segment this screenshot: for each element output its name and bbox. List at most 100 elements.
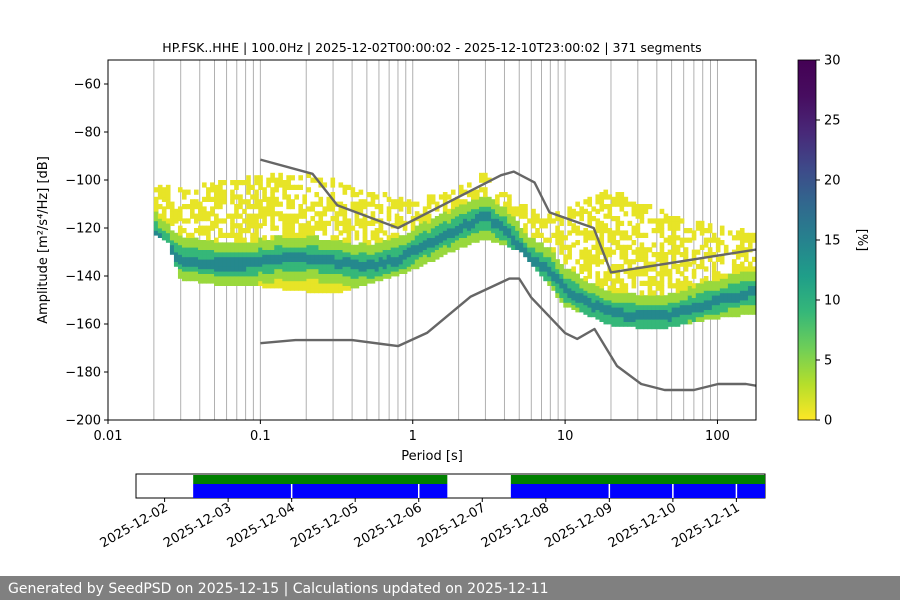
density-cell <box>258 242 263 248</box>
density-cell <box>378 276 384 282</box>
density-cell <box>543 237 548 243</box>
density-cell <box>735 235 741 241</box>
density-cell <box>222 189 227 195</box>
density-cell <box>603 271 609 277</box>
density-cell <box>551 266 556 272</box>
density-cell <box>266 196 271 202</box>
density-cell <box>727 297 733 303</box>
density-cell <box>643 324 649 330</box>
density-cell <box>185 218 191 224</box>
density-cell <box>198 268 203 274</box>
density-cell <box>659 290 665 296</box>
density-cell <box>571 304 576 310</box>
density-cell <box>727 278 733 284</box>
density-cell <box>238 232 243 238</box>
density-cell <box>587 283 593 289</box>
density-cell <box>382 259 388 265</box>
density-cell <box>314 201 320 207</box>
density-cell <box>563 254 568 260</box>
density-cell <box>358 266 364 272</box>
density-cell <box>555 292 560 298</box>
density-cell <box>322 283 328 289</box>
density-cell <box>539 218 544 224</box>
density-cell <box>354 206 360 212</box>
density-cell <box>446 237 452 243</box>
density-cell <box>719 297 725 303</box>
density-cell <box>286 252 291 258</box>
density-cell <box>523 232 528 238</box>
density-cell <box>571 300 576 306</box>
density-cell <box>567 249 572 255</box>
density-cell <box>278 216 283 222</box>
density-cell <box>398 259 404 265</box>
density-cell <box>567 244 572 250</box>
density-cell <box>306 172 312 178</box>
density-cell <box>663 300 669 306</box>
density-cell <box>238 266 243 272</box>
density-cell <box>234 280 239 286</box>
density-cell <box>495 232 500 238</box>
density-cell <box>290 285 295 291</box>
density-cell <box>635 204 641 210</box>
density-cell <box>731 302 737 308</box>
density-cell <box>278 235 283 241</box>
density-cell <box>410 240 416 246</box>
density-cell <box>475 228 480 234</box>
density-cell <box>579 292 584 298</box>
density-cell <box>386 254 392 260</box>
density-cell <box>342 280 348 286</box>
density-cell <box>507 242 512 248</box>
density-cell <box>751 256 756 262</box>
density-cell <box>230 256 235 262</box>
density-cell <box>747 242 753 248</box>
density-cell <box>615 216 621 222</box>
density-cell <box>747 304 753 310</box>
density-cell <box>739 295 745 301</box>
density-cell <box>286 276 291 282</box>
density-cell <box>290 261 295 267</box>
density-cell <box>382 254 388 260</box>
density-cell <box>189 199 195 205</box>
density-cell <box>543 252 548 258</box>
density-cell <box>362 228 368 234</box>
density-cell <box>290 204 295 210</box>
density-cell <box>663 256 669 262</box>
density-cell <box>631 240 637 246</box>
density-cell <box>382 249 388 255</box>
density-cell <box>250 261 255 267</box>
density-cell <box>563 278 568 284</box>
density-cell <box>603 247 609 253</box>
density-cell <box>314 244 320 250</box>
density-cell <box>246 189 251 195</box>
density-cell <box>535 218 540 224</box>
density-cell <box>181 247 187 253</box>
density-cell <box>595 276 601 282</box>
density-cell <box>575 240 580 246</box>
density-cell <box>274 283 279 289</box>
density-cell <box>274 225 279 231</box>
density-cell <box>491 237 496 243</box>
density-cell <box>667 278 673 284</box>
density-cell <box>398 196 404 202</box>
density-cell <box>623 283 629 289</box>
density-cell <box>627 307 633 313</box>
density-cell <box>619 307 625 313</box>
density-cell <box>607 314 613 320</box>
density-cell <box>623 230 629 236</box>
density-cell <box>350 244 356 250</box>
density-cell <box>639 213 645 219</box>
density-cell <box>647 309 653 315</box>
density-cell <box>194 256 199 262</box>
density-cell <box>651 304 657 310</box>
density-cell <box>454 225 460 231</box>
density-cell <box>346 247 352 253</box>
density-cell <box>599 235 605 241</box>
density-cell <box>426 223 432 229</box>
density-cell <box>559 278 564 284</box>
density-cell <box>591 292 597 298</box>
density-cell <box>515 220 520 226</box>
timeline-tick-label: 2025-12-05 <box>288 500 361 551</box>
colorbar-tick-label: 15 <box>824 234 841 249</box>
density-cell <box>587 220 593 226</box>
density-cell <box>157 232 163 238</box>
